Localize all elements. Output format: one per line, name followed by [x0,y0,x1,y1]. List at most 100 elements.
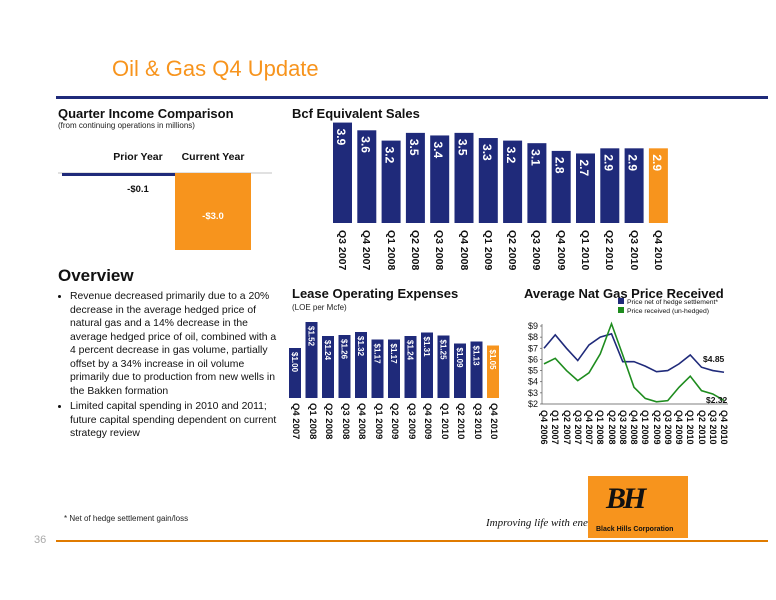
gas-chart: $2$3$4$5 $6$7$8$9 Price net of hedge settl… [528,298,728,409]
loe-bar [338,335,351,398]
company-logo: BH Black Hills Corporation [588,476,688,538]
gas-x-label: Q3 2009 [662,410,673,445]
bcf-bar [381,140,401,223]
footnote: * Net of hedge settlement gain/loss [64,514,189,523]
bcf-bar [503,140,523,223]
bcf-value-label: 3.1 [528,149,542,166]
gas-x-label: Q1 2007 [550,410,561,445]
bcf-x-label: Q1 2009 [481,230,494,271]
loe-value-label: $1.31 [422,337,431,358]
loe-x-label: Q3 2009 [405,403,417,440]
gas-x-label: Q4 2010 [719,410,729,445]
loe-value-label: $1.00 [290,352,299,373]
loe-bar [437,335,450,398]
gas-x-label: Q4 2007 [584,410,594,445]
loe-value-label: $1.25 [439,340,448,361]
bcf-bar [454,132,474,223]
income-chart: Prior Year Current Year -$0.1 -$3.0 [58,151,272,250]
bcf-value-label: 3.5 [456,139,470,156]
gas-x-label: Q2 2010 [696,410,707,445]
loe-x-label: Q2 2008 [323,403,334,440]
gas-y-tick: $6 [528,354,538,364]
bcf-x-label: Q2 2009 [506,230,519,271]
income-label-prior: -$0.1 [127,184,149,195]
gas-x-label: Q2 2007 [561,410,572,445]
loe-bar [487,345,499,398]
logo-corp-name: Black Hills Corporation [596,526,674,533]
gas-x-label: Q1 2008 [595,410,606,445]
loe-x-label: Q1 2009 [372,403,384,440]
overview-list: Revenue decreased primarily due to a 20%… [58,290,280,443]
gas-x-label: Q3 2008 [617,410,628,445]
loe-bar [322,336,334,398]
bcf-value-label: 3.9 [334,129,348,146]
bcf-bar [357,130,377,223]
gas-legend-swatch [618,298,624,304]
gas-x-label: Q1 2010 [685,410,696,445]
gas-title: Average Nat Gas Price Received [524,286,724,301]
loe-bar [289,348,301,398]
bcf-x-label: Q4 2007 [360,230,373,271]
bcf-bar [430,135,450,223]
loe-bar [421,332,433,398]
gas-y-tick: $7 [528,343,538,353]
bcf-bar [624,148,644,223]
gas-x-label: Q3 2010 [707,410,718,445]
gas-y-tick: $9 [528,321,538,331]
loe-value-label: $1.17 [373,344,382,365]
gas-y-tick: $4 [528,377,538,387]
loe-value-label: $1.32 [356,336,365,357]
income-title: Quarter Income Comparison [58,106,234,121]
bcf-value-label: 3.3 [480,144,494,161]
loe-value-label: $1.24 [323,340,332,361]
overview-bullet: Limited capital spending in 2010 and 201… [70,400,280,441]
loe-x-label: Q4 2008 [356,403,367,440]
bottom-rule [56,540,768,542]
gas-x-label: Q2 2009 [651,410,662,445]
loe-x-label: Q2 2009 [389,403,400,440]
gas-panel: Average Nat Gas Price Received [524,286,724,301]
gas-x-label: Q1 2009 [640,410,651,445]
bcf-x-label: Q2 2008 [408,230,421,271]
bcf-value-label: 2.8 [553,157,567,174]
page-number: 36 [34,534,47,546]
gas-legend-entry: Price net of hedge settlement* [627,299,718,306]
bcf-x-label: Q2 2010 [603,230,616,271]
bcf-value-label: 3.2 [504,147,518,164]
bcf-bar [551,150,571,223]
income-bar-current [175,173,251,250]
bcf-value-label: 3.5 [407,139,421,156]
loe-x-label: Q2 2010 [455,403,466,440]
loe-x-label: Q1 2008 [306,403,318,440]
bcf-x-label: Q3 2009 [530,230,543,271]
bcf-x-label: Q3 2007 [336,230,348,271]
loe-x-label: Q4 2009 [422,403,433,440]
overview-bullet: Revenue decreased primarily due to a 20%… [70,290,280,398]
bcf-bar [648,148,668,223]
bcf-bar [333,122,352,223]
income-bar-prior [62,173,222,176]
bcf-x-label: Q1 2008 [384,230,397,271]
loe-x-label: Q4 2010 [488,403,499,440]
income-subtitle: (from continuing operations in millions) [58,121,195,130]
gas-series-line [543,321,725,403]
bcf-value-label: 3.6 [358,136,372,153]
loe-x-label: Q4 2007 [290,403,301,440]
loe-x-label: Q1 2010 [438,403,450,440]
bcf-x-label: Q4 2009 [554,230,567,271]
loe-bar [404,336,417,398]
bcf-bar [576,153,595,223]
bcf-value-label: 2.9 [601,154,615,171]
bcf-value-label: 2.9 [650,154,664,171]
gas-y-tick: $2 [528,399,538,409]
gas-series-line [543,332,725,374]
gas-x-label: Q4 2008 [629,410,639,445]
slide-title: Oil & Gas Q4 Update [112,56,319,81]
gas-legend-swatch [618,307,624,313]
overview-title: Overview [58,266,134,285]
loe-title: Lease Operating Expenses [292,286,459,301]
gas-y-tick: $5 [528,366,538,376]
loe-value-label: $1.05 [488,350,497,371]
bcf-value-label: 3.2 [383,147,397,164]
gas-y-tick: $3 [528,388,538,398]
